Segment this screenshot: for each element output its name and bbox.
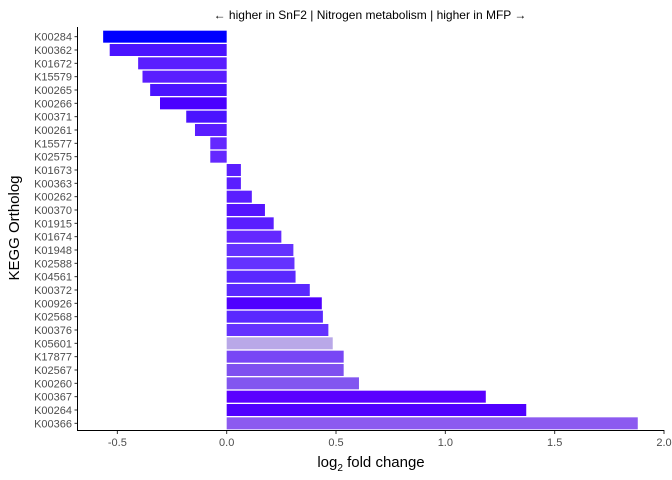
y-tick-label: K00264 <box>34 405 72 417</box>
bar-k00260 <box>226 377 359 390</box>
bar-k00370 <box>226 204 265 216</box>
x-tick-label: -0.5 <box>108 437 127 449</box>
y-tick-label: K00266 <box>34 98 72 110</box>
bar-k00366 <box>226 417 638 430</box>
bar-k00262 <box>226 190 252 203</box>
y-tick-label: K00260 <box>34 378 72 390</box>
y-tick-label: K17877 <box>34 352 72 364</box>
bar-k01915 <box>226 217 274 230</box>
bar-k00372 <box>226 284 310 296</box>
bar-k00376 <box>226 324 329 336</box>
bar-k00265 <box>150 84 227 96</box>
y-tick-label: K01915 <box>34 218 72 230</box>
y-tick-label: K01672 <box>34 58 72 70</box>
x-tick-label: 0.0 <box>219 437 234 449</box>
y-tick-label: K01674 <box>34 232 72 244</box>
bar-k01672 <box>138 57 227 70</box>
y-tick-label: K00284 <box>34 32 72 44</box>
y-tick-label: K00363 <box>34 178 72 190</box>
bar-k02575 <box>210 150 227 163</box>
bar-k00264 <box>226 404 527 416</box>
y-tick-label: K00366 <box>34 418 72 430</box>
bar-k01948 <box>226 244 294 256</box>
bar-k00371 <box>186 110 227 123</box>
x-axis-title-main: log <box>317 454 337 471</box>
y-tick-label: K01948 <box>34 245 72 257</box>
y-tick-label: K01673 <box>34 165 72 177</box>
y-tick-label: K00376 <box>34 325 72 337</box>
y-tick-label: K02588 <box>34 258 72 270</box>
y-tick-label: K02567 <box>34 365 72 377</box>
y-tick-label: K02568 <box>34 312 72 324</box>
bar-k00926 <box>226 297 322 310</box>
bar-k00266 <box>159 97 227 110</box>
y-axis-title: KEGG Ortholog <box>6 175 23 280</box>
bar-k04561 <box>226 270 296 283</box>
bar-k02568 <box>226 310 323 323</box>
x-ticks: -0.5 0.0 0.5 1.0 1.5 2.0 <box>108 430 672 449</box>
x-tick-label: 0.5 <box>328 437 343 449</box>
y-tick-label: K00367 <box>34 392 72 404</box>
y-tick-label: K05601 <box>34 338 72 350</box>
x-axis-title: log2 fold change <box>317 454 424 474</box>
y-tick-label: K00362 <box>34 45 72 57</box>
y-tick-label: K00371 <box>34 112 72 124</box>
y-tick-label: K04561 <box>34 272 72 284</box>
y-tick-label: K00926 <box>34 298 72 310</box>
bar-k01674 <box>226 230 282 243</box>
bar-k05601 <box>226 337 333 350</box>
bar-k00261 <box>194 124 227 136</box>
y-tick-label: K15579 <box>34 72 72 84</box>
bar-k01673 <box>226 164 241 176</box>
y-tick-label: K00372 <box>34 285 72 297</box>
y-tick-label: K15577 <box>34 138 72 150</box>
bar-k00284 <box>103 30 227 43</box>
bar-k15577 <box>210 137 227 150</box>
x-axis-title-rest: fold change <box>343 454 425 471</box>
bar-k00362 <box>109 44 227 56</box>
bar-k00363 <box>226 177 241 190</box>
bar-k02567 <box>226 364 344 376</box>
y-tick-label: K00370 <box>34 205 72 217</box>
x-tick-label: 2.0 <box>656 437 671 449</box>
bar-k02588 <box>226 257 295 270</box>
x-tick-label: 1.0 <box>438 437 453 449</box>
y-tick-label: K02575 <box>34 152 72 164</box>
bar-k15579 <box>142 70 227 83</box>
y-tick-label: K00261 <box>34 125 72 137</box>
bar-k17877 <box>226 350 344 363</box>
y-tick-label: K00262 <box>34 192 72 204</box>
bar-k00367 <box>226 390 486 403</box>
bars-group <box>103 30 638 430</box>
chart-title: ← higher in SnF2 | Nitrogen metabolism |… <box>214 8 527 22</box>
x-tick-label: 1.5 <box>547 437 562 449</box>
y-tick-label: K00265 <box>34 85 72 97</box>
x-axis-title-subscript: 2 <box>337 463 343 474</box>
